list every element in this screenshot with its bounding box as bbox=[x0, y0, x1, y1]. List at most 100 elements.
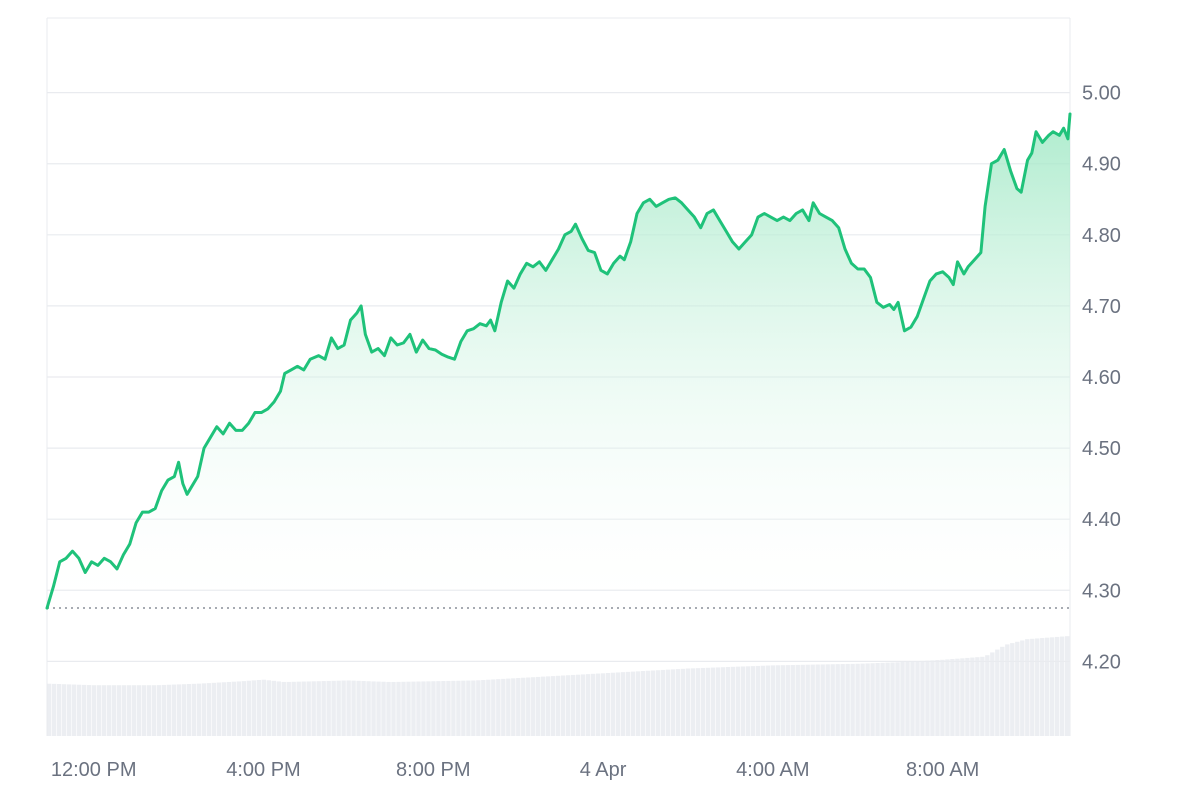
volume-bar bbox=[735, 666, 741, 736]
volume-bar bbox=[665, 669, 671, 736]
volume-bar bbox=[730, 666, 736, 736]
volume-bar bbox=[600, 673, 606, 736]
volume-bar bbox=[680, 668, 686, 736]
volume-bar bbox=[246, 680, 251, 736]
volume-bar bbox=[496, 679, 501, 736]
volume-bar bbox=[556, 675, 561, 736]
volume-bar bbox=[286, 681, 291, 736]
volume-bar bbox=[865, 663, 870, 736]
volume-bar bbox=[96, 685, 102, 736]
volume-bar bbox=[161, 684, 167, 736]
volume-bar bbox=[1035, 638, 1040, 736]
volume-bar bbox=[950, 659, 955, 736]
volume-bar bbox=[511, 678, 516, 736]
volume-bar bbox=[675, 669, 681, 736]
volume-bar bbox=[1015, 641, 1020, 736]
volume-bar bbox=[940, 659, 945, 736]
volume-bar bbox=[930, 660, 935, 736]
volume-bar bbox=[885, 662, 890, 736]
volume-bar bbox=[336, 680, 341, 736]
volume-bar bbox=[316, 681, 321, 736]
volume-bar bbox=[351, 680, 356, 736]
volume-bar bbox=[91, 685, 97, 736]
volume-bar bbox=[670, 669, 676, 736]
volume-bar bbox=[406, 681, 411, 736]
y-tick-label: 5.00 bbox=[1082, 83, 1121, 105]
volume-bar bbox=[575, 674, 581, 736]
volume-bar bbox=[1010, 643, 1015, 736]
volume-bar bbox=[291, 681, 296, 736]
volume-bar bbox=[381, 681, 386, 736]
volume-bar bbox=[191, 683, 197, 736]
volume-bar bbox=[196, 683, 202, 736]
y-tick-label: 4.20 bbox=[1082, 651, 1121, 673]
volume-bar bbox=[1040, 638, 1045, 736]
volume-bar bbox=[321, 681, 326, 736]
volume-bar bbox=[446, 680, 451, 736]
volume-bar bbox=[461, 680, 466, 736]
volume-bar bbox=[101, 685, 107, 736]
volume-bar bbox=[920, 660, 925, 736]
volume-bar bbox=[476, 680, 481, 736]
volume-bar bbox=[486, 679, 491, 736]
volume-bar bbox=[780, 665, 785, 736]
volume-bar bbox=[266, 680, 271, 736]
volume-bar bbox=[371, 681, 376, 736]
volume-bar bbox=[251, 680, 256, 736]
volume-bar bbox=[171, 684, 177, 736]
x-tick-label: 12:00 PM bbox=[51, 759, 137, 781]
volume-bar bbox=[426, 681, 431, 736]
volume-bars bbox=[47, 636, 1070, 736]
volume-bar bbox=[850, 663, 855, 736]
volume-bar bbox=[740, 666, 746, 736]
volume-bar bbox=[685, 668, 691, 736]
volume-bar bbox=[271, 680, 276, 736]
volume-bar bbox=[541, 676, 546, 736]
volume-bar bbox=[935, 660, 940, 736]
volume-bar bbox=[970, 657, 975, 736]
volume-bar bbox=[895, 662, 900, 736]
volume-bar bbox=[256, 679, 261, 736]
volume-bar bbox=[815, 664, 820, 736]
volume-bar bbox=[560, 675, 566, 736]
volume-bar bbox=[805, 664, 810, 736]
volume-bar bbox=[456, 680, 461, 736]
volume-bar bbox=[635, 671, 641, 736]
volume-bar bbox=[436, 681, 441, 736]
volume-bar bbox=[186, 684, 192, 736]
volume-bar bbox=[720, 667, 726, 736]
volume-bar bbox=[66, 684, 72, 736]
volume-bar bbox=[955, 658, 960, 736]
volume-bar bbox=[700, 667, 706, 736]
volume-bar bbox=[356, 680, 361, 736]
volume-bar bbox=[985, 655, 990, 736]
volume-bar bbox=[1050, 637, 1055, 736]
volume-bar bbox=[341, 680, 346, 736]
volume-bar bbox=[565, 675, 571, 736]
volume-bar bbox=[590, 673, 596, 736]
volume-bar bbox=[905, 661, 910, 736]
y-tick-label: 4.60 bbox=[1082, 367, 1121, 389]
x-tick-label: 8:00 AM bbox=[906, 759, 979, 781]
volume-bar bbox=[835, 664, 840, 736]
volume-bar bbox=[216, 682, 222, 736]
volume-bar bbox=[745, 666, 751, 736]
price-line-path bbox=[45, 112, 1072, 610]
volume-bar bbox=[546, 676, 551, 736]
volume-bar bbox=[945, 659, 950, 736]
price-line bbox=[45, 112, 1072, 610]
volume-bar bbox=[725, 667, 731, 736]
volume-bar bbox=[226, 681, 232, 736]
volume-bar bbox=[855, 663, 860, 736]
volume-bar bbox=[765, 665, 770, 736]
volume-bar bbox=[760, 665, 765, 736]
volume-bar bbox=[1045, 637, 1050, 736]
volume-bar bbox=[526, 677, 531, 736]
volume-bar bbox=[690, 668, 696, 736]
volume-bar bbox=[346, 680, 351, 736]
volume-bar bbox=[201, 683, 207, 736]
volume-bar bbox=[156, 685, 162, 736]
volume-bar bbox=[960, 658, 965, 736]
